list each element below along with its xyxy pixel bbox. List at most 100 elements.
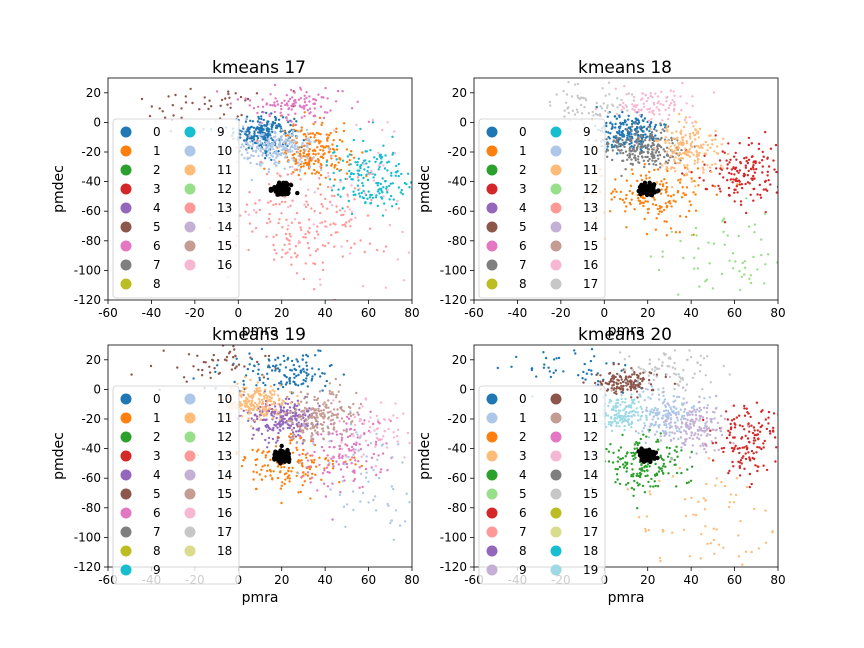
data-point <box>302 471 305 474</box>
data-point <box>725 159 728 162</box>
data-point <box>331 467 335 470</box>
legend-marker <box>120 221 132 233</box>
data-point <box>329 109 332 112</box>
data-point <box>281 226 284 229</box>
data-point <box>651 110 654 113</box>
data-point <box>736 169 739 173</box>
data-point <box>360 191 363 195</box>
data-point <box>331 432 334 435</box>
data-point <box>321 244 324 247</box>
data-point <box>359 166 362 170</box>
data-point <box>640 462 643 465</box>
data-point <box>781 196 783 198</box>
data-point <box>671 142 674 145</box>
data-point <box>676 162 679 165</box>
data-point <box>366 197 369 200</box>
data-point <box>722 546 725 549</box>
data-point <box>615 190 618 193</box>
data-point <box>663 155 666 159</box>
data-point <box>648 176 651 179</box>
data-point <box>208 99 211 102</box>
data-point <box>654 228 657 231</box>
data-point <box>260 347 264 351</box>
data-point <box>382 435 385 438</box>
data-point <box>248 222 252 225</box>
data-point <box>611 123 614 126</box>
data-point <box>319 375 322 378</box>
data-point <box>362 176 365 180</box>
data-point <box>647 192 653 197</box>
legend-label: 7 <box>153 525 161 539</box>
data-point <box>689 203 693 207</box>
data-point <box>396 428 400 432</box>
data-point <box>150 105 153 108</box>
data-point <box>297 161 300 164</box>
data-point <box>367 120 371 124</box>
y-axis-label: pmdec <box>417 165 433 213</box>
data-point <box>563 115 566 118</box>
data-point <box>271 121 275 124</box>
data-point <box>279 111 282 115</box>
data-point <box>269 474 272 477</box>
data-point <box>679 159 682 162</box>
data-point <box>346 466 349 469</box>
data-point <box>331 412 334 415</box>
data-point <box>334 413 338 417</box>
data-point <box>251 142 255 146</box>
data-point <box>326 139 329 142</box>
data-point <box>274 97 277 100</box>
legend-label: 1 <box>519 144 527 158</box>
data-point <box>636 122 640 126</box>
data-point <box>303 101 307 104</box>
data-point <box>364 467 368 471</box>
data-point <box>660 469 664 472</box>
data-point <box>760 238 763 241</box>
data-point <box>376 427 380 430</box>
data-point <box>778 165 780 167</box>
data-point <box>649 485 652 488</box>
data-point <box>722 230 725 233</box>
data-point <box>200 374 204 377</box>
data-point <box>606 104 609 107</box>
data-point <box>338 481 341 484</box>
data-point <box>265 124 268 128</box>
data-point <box>306 109 310 112</box>
data-point <box>328 178 332 181</box>
data-point <box>291 421 294 424</box>
data-point <box>752 199 755 202</box>
data-point <box>283 465 286 469</box>
data-point <box>369 149 372 152</box>
data-point <box>352 449 355 452</box>
data-point <box>312 223 315 226</box>
data-point <box>753 171 757 174</box>
data-point <box>301 452 304 456</box>
data-point <box>697 154 700 157</box>
data-point <box>331 482 334 485</box>
data-point <box>295 374 298 378</box>
data-point <box>368 196 372 199</box>
data-point <box>707 427 711 430</box>
data-point <box>597 383 600 386</box>
data-point <box>704 152 708 155</box>
data-point <box>781 178 783 180</box>
data-point <box>376 419 380 422</box>
data-point <box>641 141 644 144</box>
data-point <box>657 212 660 216</box>
data-point <box>250 401 254 404</box>
data-point <box>254 487 258 491</box>
data-point <box>361 151 364 154</box>
data-point <box>263 127 267 130</box>
data-point <box>266 221 269 225</box>
data-point <box>640 155 644 158</box>
data-point <box>335 205 338 208</box>
data-point <box>704 525 707 528</box>
data-point <box>284 134 288 137</box>
legend-marker <box>550 221 562 233</box>
data-point <box>390 519 393 522</box>
data-point <box>212 353 215 357</box>
data-point <box>677 179 680 182</box>
data-point <box>688 413 691 416</box>
data-point <box>277 150 280 153</box>
data-point <box>301 465 304 468</box>
data-point <box>636 179 639 183</box>
